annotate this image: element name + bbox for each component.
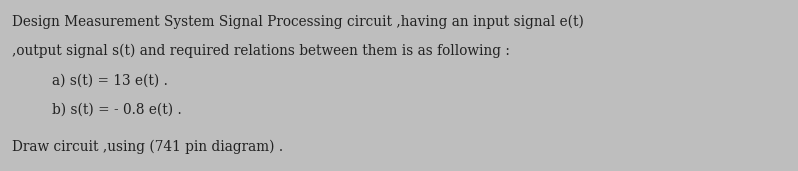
- Text: b) s(t) = - 0.8 e(t) .: b) s(t) = - 0.8 e(t) .: [52, 102, 182, 116]
- Text: ,output signal s(t) and required relations between them is as following :: ,output signal s(t) and required relatio…: [12, 44, 510, 58]
- Text: Design Measurement System Signal Processing circuit ,having an input signal e(t): Design Measurement System Signal Process…: [12, 15, 584, 29]
- Text: a) s(t) = 13 e(t) .: a) s(t) = 13 e(t) .: [52, 73, 168, 87]
- Text: Draw circuit ,using (741 pin diagram) .: Draw circuit ,using (741 pin diagram) .: [12, 140, 283, 154]
